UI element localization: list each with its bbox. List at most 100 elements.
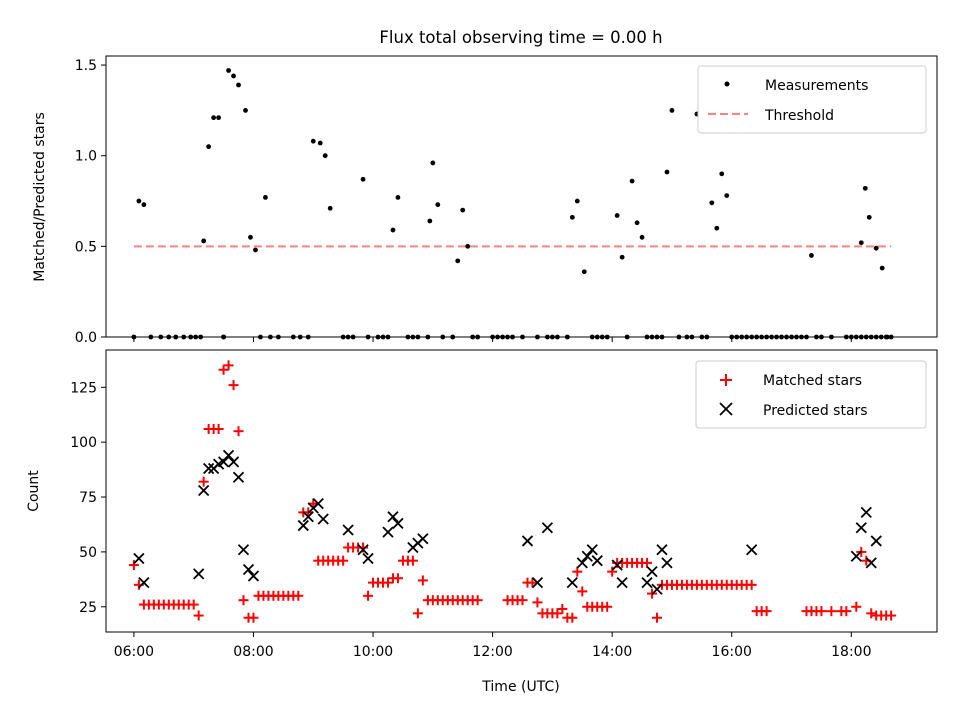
measurement-point [206, 144, 212, 150]
x-axis-label: Time (UTC) [481, 679, 559, 695]
top-y-ticks: 0.0 0.5 1.0 1.5 [75, 58, 106, 346]
matched-star-point [417, 575, 428, 586]
measurement-point [211, 115, 217, 121]
predicted-star-point [193, 568, 205, 580]
predicted-star-point [541, 522, 554, 534]
predicted-star-point [362, 552, 374, 565]
top-y-tick-label-2: 1.0 [75, 149, 97, 165]
predicted-star-point [312, 497, 324, 510]
bottom-y-tick-label-4: 125 [70, 380, 97, 396]
matched-star-point [517, 595, 528, 606]
legend-matched-label: Matched stars [763, 373, 862, 389]
predicted-star-point [531, 576, 544, 589]
bottom-x-ticks: 06:00 08:00 10:00 12:00 14:00 16:00 18:00 [114, 632, 871, 660]
predicted-star-point [646, 566, 658, 578]
measurement-point [243, 107, 248, 113]
predicted-star-point [342, 524, 354, 536]
bottom-panel: 25 50 75 100 125 06:00 08:00 10:00 12:00 14:00 16… [26, 349, 938, 695]
matched-star-point [572, 566, 583, 577]
matched-star-point [816, 606, 827, 617]
measurement-point [460, 207, 466, 213]
matched-star-point [866, 608, 877, 619]
measurement-point [862, 185, 868, 191]
matched-star-point [746, 579, 757, 590]
matched-star-point [382, 577, 393, 588]
measurement-point [465, 243, 471, 249]
predicted-star-point [870, 535, 882, 547]
measurement-point [866, 214, 872, 220]
matched-star-point [193, 610, 204, 621]
predicted-star-point [641, 576, 653, 589]
bottom-y-tick-label-0: 25 [79, 600, 97, 616]
matched-star-point [358, 542, 369, 553]
measurement-point [639, 234, 645, 240]
predicted-star-point [661, 557, 673, 569]
top-y-label: Matched/Predicted stars [32, 112, 48, 282]
x-tick-label-6: 18:00 [831, 644, 871, 660]
matched-star-point [607, 566, 618, 577]
predicted-star-point [417, 533, 429, 545]
bottom-y-ticks: 25 50 75 100 125 [70, 380, 106, 616]
predicted-star-point [521, 535, 534, 547]
predicted-star-point [611, 559, 623, 571]
bottom-legend: Matched stars Predicted stars [695, 360, 927, 429]
matched-star-point [218, 364, 229, 375]
measurement-point [360, 176, 366, 182]
measurement-point [581, 269, 587, 275]
matched-star-point [826, 606, 837, 617]
measurement-point [427, 218, 433, 224]
measurement-point [430, 160, 436, 166]
matched-star-point [557, 603, 568, 614]
top-legend: Measurements Threshold [697, 65, 927, 134]
bottom-y-tick-label-3: 100 [70, 435, 97, 451]
predicted-star-point [616, 576, 628, 589]
legend-measurements-label: Measurements [765, 78, 868, 94]
matched-star-point [886, 610, 897, 621]
predicted-star-point [651, 583, 663, 595]
matched-star-point [652, 612, 663, 623]
matched-star-point [128, 560, 139, 571]
legend-predicted-label: Predicted stars [763, 403, 868, 419]
predicted-star-point [865, 557, 877, 569]
predicted-star-point [198, 484, 210, 497]
predicted-star-point [581, 550, 593, 562]
predicted-star-point [232, 471, 245, 483]
x-tick-label-2: 10:00 [353, 644, 393, 660]
measurement-point [724, 193, 730, 198]
measurement-point [574, 198, 580, 204]
x-tick-label-5: 16:00 [712, 644, 752, 660]
measurement-point [858, 240, 864, 246]
matched-star-point [293, 590, 304, 601]
predicted-star-point [576, 557, 588, 569]
measurement-point [236, 82, 241, 88]
matched-star-point [642, 557, 653, 568]
measurement-point [226, 68, 231, 73]
predicted-star-point [850, 550, 862, 562]
measurement-point [231, 73, 236, 79]
legend-predicted-marker [719, 402, 733, 416]
measurement-point [809, 253, 814, 258]
predicted-star-point [237, 544, 250, 556]
x-tick-label-4: 14:00 [592, 644, 632, 660]
matched-star-point [567, 612, 578, 623]
predicted-star-point [317, 513, 329, 525]
measurement-point [248, 234, 253, 240]
measurement-point [395, 195, 401, 200]
measurement-point [614, 213, 620, 218]
measurement-point [569, 214, 575, 220]
top-y-tick-label-0: 0.0 [75, 330, 97, 346]
predicted-star-point [302, 511, 314, 523]
measurement-point [201, 238, 207, 244]
measurement-point [634, 220, 640, 226]
measurement-point [709, 200, 715, 206]
predicted-star-point [387, 511, 399, 523]
measurement-point [435, 202, 441, 208]
measurement-point [136, 198, 142, 204]
matched-star-point [363, 590, 374, 601]
matched-star-point [338, 555, 349, 566]
top-panel: 0.0 0.5 1.0 1.5 Matched/Predicted stars Mea… [32, 55, 938, 346]
measurement-point [879, 265, 885, 271]
predicted-star-point [855, 522, 867, 534]
predicted-star-point [357, 544, 369, 556]
